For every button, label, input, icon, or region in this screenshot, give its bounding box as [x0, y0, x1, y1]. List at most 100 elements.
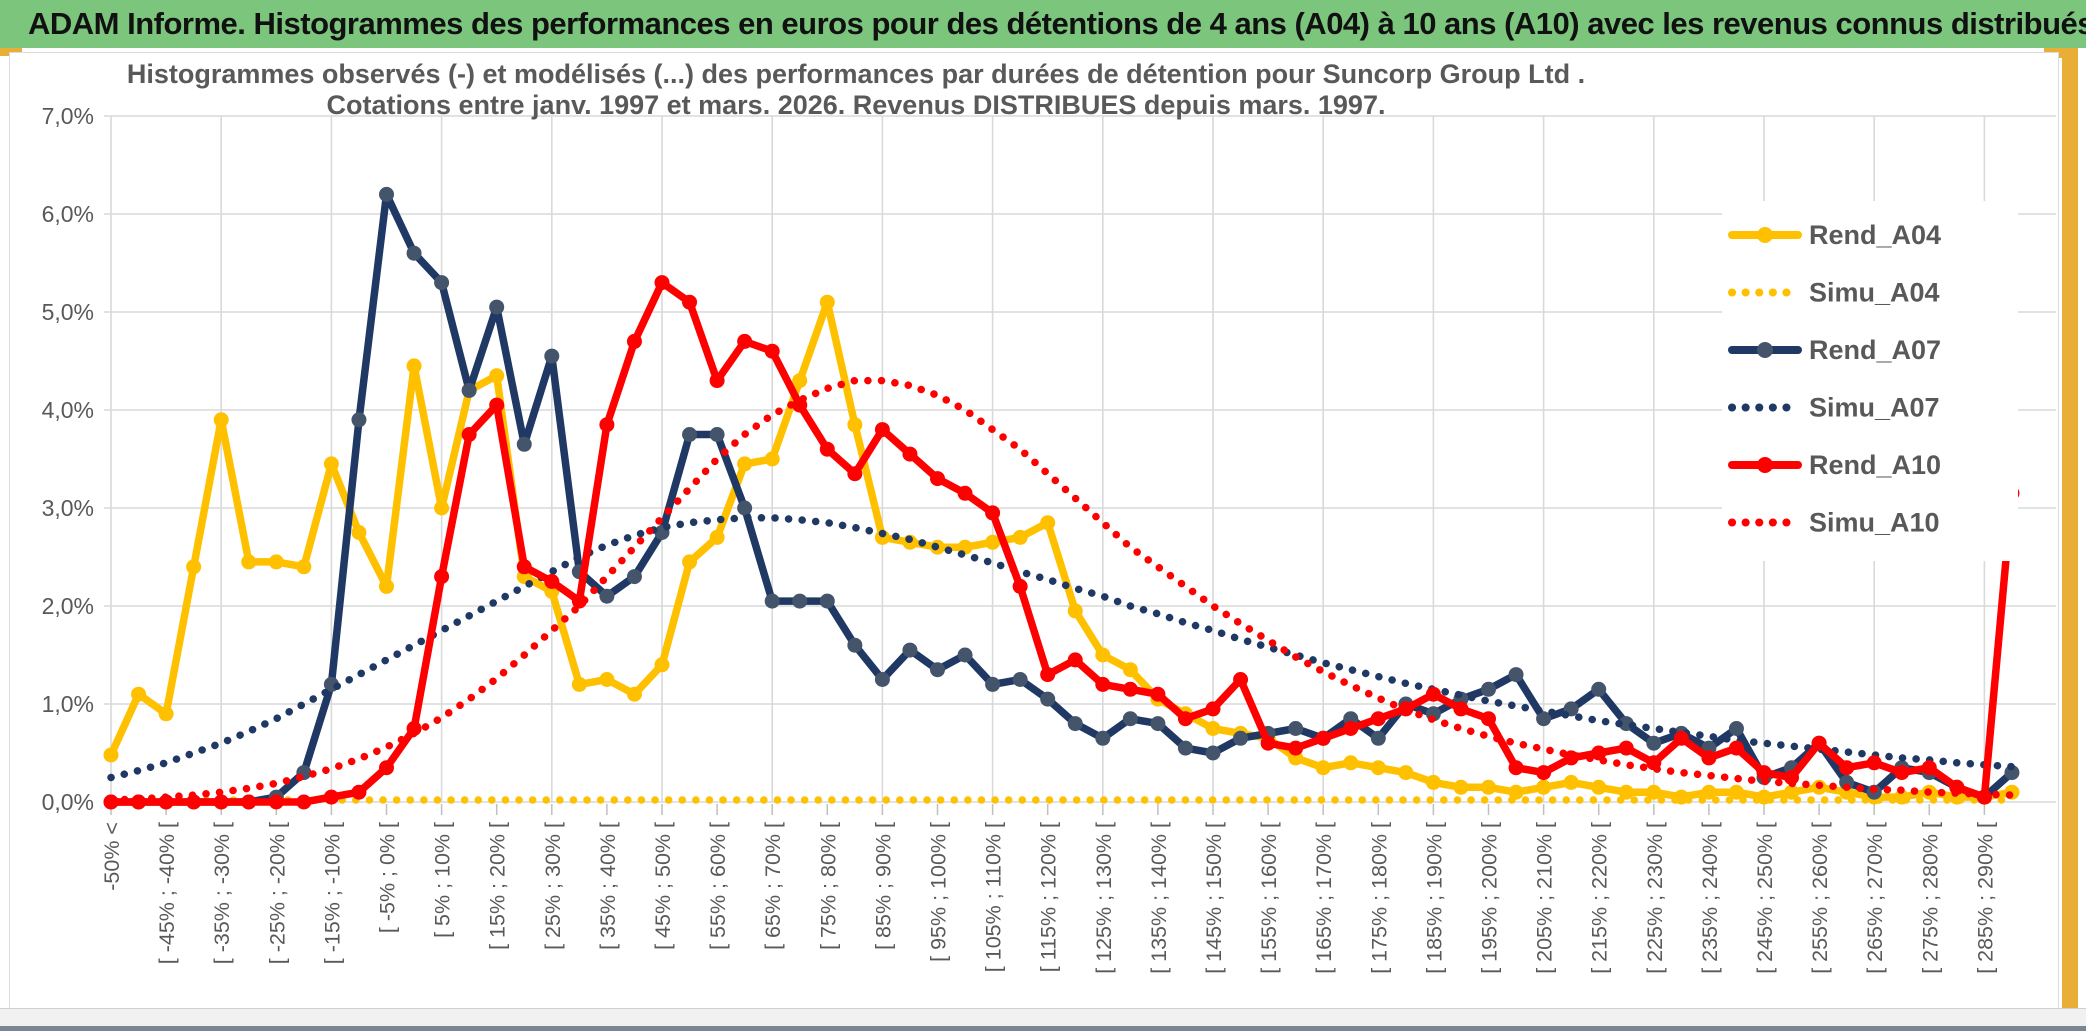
series-Rend_A10-marker — [1343, 721, 1359, 736]
series-Rend_A10-marker — [1233, 672, 1249, 687]
legend-item-Rend_A10[interactable]: Rend_A10 — [1728, 450, 1941, 480]
sheet-accent-right-strip — [2062, 48, 2078, 1010]
series-Rend_A10-marker — [1040, 667, 1056, 683]
series-Rend_A04-marker — [1095, 647, 1111, 663]
series-Rend_A04-marker — [626, 686, 642, 702]
series-Rend_A07-marker — [847, 637, 863, 653]
series-Rend_A07-marker — [516, 436, 532, 452]
series-Rend_A10-marker — [1536, 765, 1552, 781]
series-Rend_A10-line — [107, 278, 2016, 806]
sheet-accent-right-tab — [2044, 48, 2078, 58]
legend-label: Rend_A04 — [1809, 220, 1941, 250]
x-axis-label: [ 195% ; 200% [ — [1478, 822, 1502, 974]
series-Simu_A10-line — [107, 376, 2016, 804]
series-Rend_A04-marker — [406, 358, 422, 374]
legend-item-Simu_A04[interactable]: Simu_A04 — [1728, 278, 1940, 308]
legend-item-Simu_A10[interactable]: Simu_A10 — [1728, 508, 1940, 538]
series-Rend_A04-marker — [1784, 784, 1800, 800]
series-Rend_A07-marker — [792, 593, 808, 609]
series-Rend_A04-marker — [709, 529, 725, 545]
y-axis-label: 1,0% — [42, 691, 94, 717]
series-Rend_A07-marker — [461, 382, 477, 398]
series-Rend_A10-marker — [1839, 760, 1855, 776]
x-axis-label: [ 205% ; 210% [ — [1533, 822, 1557, 974]
x-axis-label: [ 215% ; 220% [ — [1588, 822, 1612, 974]
series-Rend_A10-marker — [1894, 765, 1910, 781]
series-Rend_A10-marker — [1205, 701, 1221, 717]
series-Rend_A07-marker — [682, 427, 698, 442]
x-axis-label: [ -35% ; -30% [ — [210, 822, 234, 964]
x-axis-label: [ 285% ; 290% [ — [1973, 822, 1997, 974]
y-axis-label: 6,0% — [42, 201, 94, 227]
series-Rend_A10-marker — [186, 794, 202, 810]
series-Rend_A04-marker — [1453, 779, 1469, 795]
series-Rend_A07-marker — [379, 186, 394, 202]
series-Rend_A04-marker — [1315, 760, 1331, 776]
series-Rend_A07-marker — [737, 500, 753, 516]
series-Rend_A10-marker — [461, 427, 477, 442]
report-title: ADAM Informe. Histogrammes des performan… — [28, 6, 2086, 41]
x-axis-label: [ 135% ; 140% [ — [1147, 822, 1171, 974]
series-Rend_A10-marker — [709, 373, 725, 389]
legend-label: Simu_A10 — [1809, 508, 1940, 538]
series-Rend_A04-marker — [296, 559, 312, 575]
chart-object[interactable]: 7,0% 6,0% 5,0% 4,0% 3,0% 2,0% 1,0% 0,0% -50% < [ … — [9, 52, 2059, 1010]
x-axis-label: [ 65% ; 70% [ — [761, 822, 785, 950]
series-Rend_A04-marker — [268, 554, 284, 570]
x-axis-label: [ 105% ; 110% [ — [982, 822, 1006, 972]
legend-item-Rend_A04[interactable]: Rend_A04 — [1728, 220, 1941, 250]
x-axis-label: [ 165% ; 170% [ — [1312, 822, 1336, 974]
series-Rend_A04-marker — [1398, 765, 1414, 781]
series-Rend_A07-marker — [819, 593, 835, 609]
series-Rend_A10-marker — [213, 794, 229, 810]
legend-item-Rend_A07[interactable]: Rend_A07 — [1728, 335, 1941, 365]
x-axis-label: -50% < — [100, 822, 124, 891]
series-Rend_A10-marker — [1012, 578, 1028, 594]
series-Rend_A07-marker — [1122, 711, 1138, 727]
series-Rend_A10-marker — [1288, 740, 1304, 756]
series-Rend_A04-marker — [351, 525, 367, 540]
legend-sample-marker — [1757, 342, 1773, 358]
series-Rend_A07-marker — [1067, 716, 1083, 732]
x-axis-label: [ 235% ; 240% [ — [1698, 822, 1722, 974]
x-axis-label: [ 5% ; 10% [ — [431, 822, 455, 938]
x-axis-label: [ 255% ; 260% [ — [1808, 822, 1832, 974]
series-Rend_A10-marker — [241, 794, 257, 810]
series-Rend_A10-marker — [1315, 730, 1331, 746]
series-Rend_A10-marker — [1260, 735, 1276, 751]
horizontal-scrollbar-track[interactable] — [0, 1008, 2086, 1027]
series-Rend_A10-marker — [985, 505, 1001, 521]
series-Rend_A04-marker — [379, 578, 394, 594]
legend-label: Simu_A04 — [1809, 278, 1940, 308]
series-Rend_A04-marker — [571, 676, 587, 692]
series-Rend_A10-marker — [1701, 750, 1717, 766]
series-Rend_A10-marker — [847, 466, 863, 482]
y-axis-label: 5,0% — [42, 299, 94, 325]
series-Rend_A10-marker — [764, 343, 780, 359]
series-Rend_A04-marker — [186, 559, 202, 575]
series-Rend_A04-marker — [599, 672, 615, 687]
y-axis-label: 2,0% — [42, 593, 94, 619]
series-Rend_A04-marker — [213, 412, 229, 428]
series-Rend_A10-marker — [1095, 676, 1111, 692]
legend-item-Simu_A07[interactable]: Simu_A07 — [1728, 393, 1940, 423]
series-Rend_A10-marker — [654, 275, 670, 291]
series-Rend_A10-marker — [1481, 711, 1496, 727]
histogram-line-chart: 7,0% 6,0% 5,0% 4,0% 3,0% 2,0% 1,0% 0,0%-50% < [ … — [42, 59, 2058, 974]
series-Rend_A07-marker — [985, 676, 1001, 692]
series-Rend_A04-marker — [103, 747, 119, 763]
legend-label: Rend_A10 — [1809, 450, 1941, 480]
series-Rend_A07-marker — [1536, 711, 1552, 727]
series-Rend_A10-marker — [489, 397, 505, 413]
series-Rend_A04-marker — [131, 686, 147, 702]
x-axis-label: [ 155% ; 160% [ — [1257, 822, 1281, 974]
x-axis-label: [ -5% ; 0% [ — [376, 822, 400, 933]
series-Rend_A04-marker — [158, 706, 174, 722]
series-Rend_A10-marker — [516, 559, 532, 575]
series-Rend_A07-marker — [1205, 745, 1221, 761]
series-Rend_A04-marker — [1508, 784, 1524, 800]
series-Rend_A10-marker — [1508, 760, 1524, 776]
legend-label: Rend_A07 — [1809, 335, 1941, 365]
series-Rend_A10-marker — [1866, 755, 1882, 771]
